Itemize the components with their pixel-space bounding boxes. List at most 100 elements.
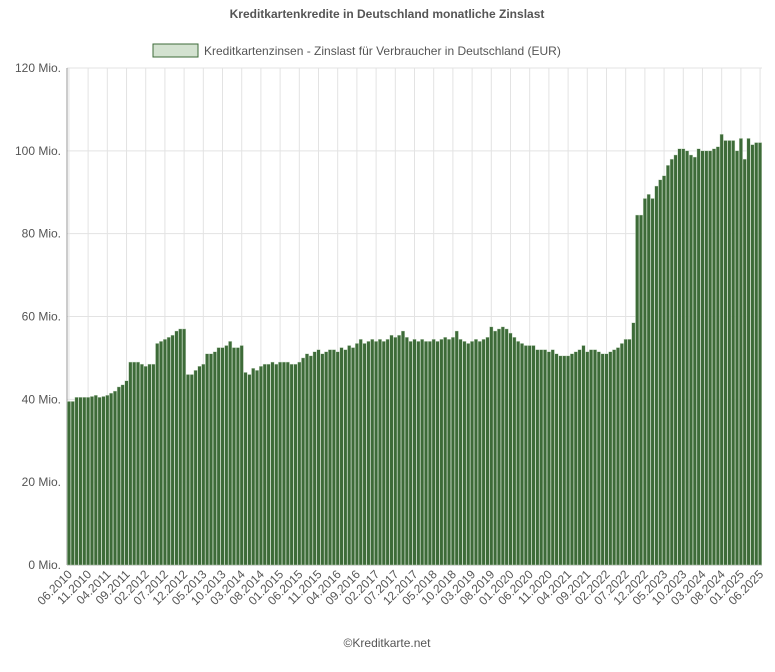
bar bbox=[162, 339, 167, 566]
bar bbox=[523, 345, 528, 566]
bar bbox=[128, 361, 133, 566]
bar bbox=[193, 370, 198, 566]
bar bbox=[470, 341, 475, 566]
bar bbox=[66, 401, 71, 566]
bar bbox=[466, 343, 471, 566]
bar bbox=[462, 341, 467, 566]
bar bbox=[454, 330, 459, 566]
bar bbox=[258, 366, 263, 566]
bar bbox=[427, 341, 432, 566]
bar bbox=[581, 345, 586, 566]
bar bbox=[520, 343, 524, 566]
bar bbox=[78, 397, 83, 566]
bar bbox=[301, 357, 306, 566]
bar bbox=[189, 374, 194, 566]
bar bbox=[316, 349, 321, 566]
bar bbox=[585, 351, 590, 566]
bar bbox=[324, 351, 329, 566]
bar bbox=[658, 179, 663, 566]
bar bbox=[431, 339, 436, 566]
y-tick-label: 20 Mio. bbox=[22, 475, 61, 489]
bar bbox=[474, 339, 478, 566]
bar bbox=[143, 366, 148, 566]
bar bbox=[665, 165, 670, 566]
bar bbox=[105, 394, 110, 566]
bar bbox=[689, 154, 693, 566]
bar bbox=[596, 351, 601, 566]
bar bbox=[351, 347, 355, 566]
chart-title: Kreditkartenkredite in Deutschland monat… bbox=[230, 7, 545, 21]
bar bbox=[155, 343, 160, 566]
bar bbox=[232, 347, 236, 566]
bar bbox=[293, 363, 298, 566]
bar bbox=[270, 361, 275, 566]
bar bbox=[612, 349, 617, 566]
bar bbox=[539, 349, 544, 566]
bar bbox=[331, 349, 336, 566]
bar bbox=[136, 361, 140, 566]
bar bbox=[650, 198, 655, 566]
bar bbox=[174, 330, 179, 566]
bar bbox=[723, 140, 728, 566]
bar bbox=[393, 337, 398, 566]
bar bbox=[113, 390, 117, 566]
bar bbox=[589, 349, 594, 566]
bar bbox=[93, 394, 98, 566]
bar bbox=[320, 353, 325, 566]
y-tick-label: 60 Mio. bbox=[22, 310, 61, 324]
bar bbox=[274, 363, 279, 566]
bar bbox=[132, 361, 137, 566]
bar bbox=[646, 194, 651, 566]
bar bbox=[251, 368, 256, 566]
bar bbox=[205, 353, 210, 566]
bar bbox=[758, 142, 763, 566]
bar bbox=[424, 341, 428, 566]
bar bbox=[550, 349, 555, 566]
bar bbox=[178, 328, 183, 566]
bar bbox=[408, 341, 413, 566]
bar bbox=[412, 339, 417, 566]
bar bbox=[527, 345, 532, 566]
bar bbox=[504, 328, 509, 566]
bar bbox=[500, 326, 505, 566]
bar bbox=[692, 156, 697, 566]
bar bbox=[170, 334, 175, 566]
bar bbox=[404, 337, 409, 566]
bar bbox=[109, 392, 114, 566]
bar bbox=[604, 353, 609, 566]
bar bbox=[685, 150, 690, 566]
bar bbox=[328, 349, 332, 566]
bar bbox=[97, 397, 102, 566]
bar bbox=[228, 341, 233, 566]
bar bbox=[397, 334, 402, 566]
bar bbox=[531, 345, 536, 566]
bar bbox=[447, 339, 451, 566]
bar bbox=[619, 343, 624, 566]
bar bbox=[570, 353, 574, 566]
bar bbox=[416, 341, 421, 566]
bar bbox=[700, 150, 705, 566]
bar bbox=[546, 351, 551, 566]
bar bbox=[516, 341, 521, 566]
bar bbox=[159, 341, 164, 566]
bar bbox=[389, 334, 394, 566]
bar bbox=[139, 363, 144, 566]
bar bbox=[654, 185, 659, 566]
bar bbox=[497, 328, 501, 566]
bar bbox=[197, 366, 202, 566]
bar bbox=[255, 370, 259, 566]
bar bbox=[366, 341, 371, 566]
bar bbox=[74, 397, 79, 566]
bar bbox=[681, 148, 686, 566]
y-tick-label: 120 Mio. bbox=[15, 61, 61, 75]
bar bbox=[216, 347, 221, 566]
bar bbox=[82, 397, 87, 566]
bar bbox=[742, 158, 747, 566]
bar bbox=[708, 150, 713, 566]
y-tick-label: 40 Mio. bbox=[22, 392, 61, 406]
bar bbox=[343, 349, 348, 566]
y-tick-label: 0 Mio. bbox=[28, 558, 61, 572]
bar bbox=[750, 144, 755, 566]
